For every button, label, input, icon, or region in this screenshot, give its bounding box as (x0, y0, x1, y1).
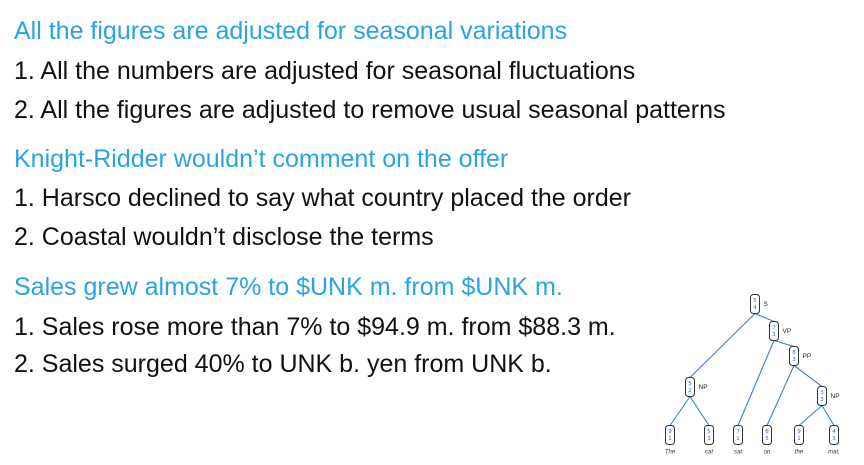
tree-leaf: 91 (794, 425, 804, 445)
vector-value: 3 (707, 436, 711, 442)
vector-value: 8 (765, 429, 769, 435)
vector-value: 3 (772, 332, 776, 338)
node-label: S (764, 301, 769, 308)
vector-value: 1 (668, 436, 672, 442)
vector-value: 3 (820, 397, 824, 403)
paraphrase-item: 1. Harsco declined to say what country p… (14, 184, 632, 212)
paraphrase-item: 2. All the figures are adjusted to remov… (14, 96, 726, 124)
tree-edge (689, 396, 710, 426)
group-heading: Knight-Ridder wouldn’t comment on the of… (14, 145, 509, 173)
paraphrase-item: 2. Coastal wouldn’t disclose the terms (14, 223, 434, 251)
vector-value: 7 (736, 429, 740, 435)
vector-value: 1 (797, 436, 801, 442)
paraphrase-item: 1. All the numbers are adjusted for seas… (14, 57, 636, 85)
tree-edge (754, 312, 775, 323)
group-heading: All the figures are adjusted for seasona… (14, 17, 568, 45)
tree-node: 52 (685, 377, 695, 397)
tree-edge (689, 313, 756, 378)
tree-node: 54 (750, 294, 760, 314)
paraphrase-item: 1. Sales rose more than 7% to $94.9 m. f… (14, 313, 616, 341)
leaf-word: mat. (828, 450, 840, 456)
vector-value: 8 (792, 350, 796, 356)
vector-value: 3 (792, 357, 796, 363)
tree-edge (766, 365, 795, 426)
tree-leaf: 91 (665, 425, 675, 445)
group-heading: Sales grew almost 7% to $UNK m. from $UN… (14, 273, 563, 301)
tree-node: 73 (769, 321, 779, 341)
vector-value: 5 (688, 381, 692, 387)
node-label: NP (831, 393, 840, 400)
tree-edge (773, 339, 795, 348)
vector-value: 3 (820, 390, 824, 396)
paraphrase-item: 2. Sales surged 40% to UNK b. yen from U… (14, 350, 552, 378)
tree-leaf: 85 (762, 425, 772, 445)
tree-edge (737, 340, 775, 426)
node-label: NP (699, 384, 708, 391)
vector-value: 3 (832, 436, 836, 442)
tree-node: 83 (789, 346, 799, 366)
vector-value: 5 (707, 429, 711, 435)
tree-edge (798, 405, 823, 426)
tree-edge (793, 365, 823, 387)
vector-value: 4 (753, 305, 757, 311)
vector-value: 2 (688, 388, 692, 394)
tree-edge (821, 405, 835, 426)
tree-leaf: 53 (704, 425, 714, 445)
vector-value: 7 (772, 325, 776, 331)
vector-value: 1 (736, 436, 740, 442)
node-label: PP (803, 353, 812, 360)
vector-value: 5 (753, 298, 757, 304)
tree-leaf: 43 (829, 425, 839, 445)
vector-value: 5 (765, 436, 769, 442)
node-label: VP (783, 328, 792, 335)
vector-value: 9 (668, 429, 672, 435)
leaf-word: sat (734, 450, 742, 456)
leaf-word: the (795, 450, 804, 456)
vector-value: 9 (797, 429, 801, 435)
vector-value: 4 (832, 429, 836, 435)
tree-edge (669, 396, 691, 426)
leaf-word: The (665, 450, 676, 456)
leaf-word: on (764, 450, 771, 456)
tree-leaf: 71 (733, 425, 743, 445)
tree-node: 33 (817, 386, 827, 406)
leaf-word: cat (705, 450, 713, 456)
